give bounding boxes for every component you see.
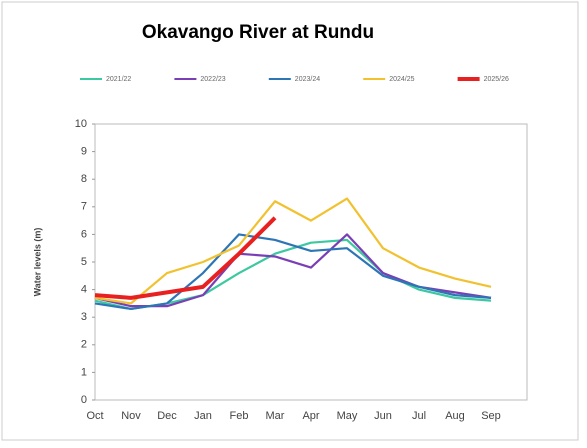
x-tick-label: Jul	[412, 410, 426, 422]
series-line	[94, 197, 492, 305]
x-tick-label: Nov	[121, 410, 141, 422]
legend-label: 2023/24	[295, 76, 320, 83]
x-tick-label: May	[337, 410, 358, 422]
y-tick-label: 9	[81, 146, 87, 158]
y-tick-label: 1	[81, 366, 87, 378]
x-tick-label: Dec	[157, 410, 177, 422]
y-axis-label: Water levels (m)	[32, 228, 42, 297]
legend-label: 2024/25	[389, 76, 414, 83]
y-tick-label: 5	[81, 256, 87, 268]
y-tick-label: 2	[81, 339, 87, 351]
x-tick-label: Aug	[445, 410, 465, 422]
x-tick-label: Oct	[86, 410, 103, 422]
legend-label: 2022/23	[200, 76, 225, 83]
series-line	[94, 216, 277, 300]
chart-title: Okavango River at Rundu	[142, 22, 374, 43]
x-tick-label: Feb	[230, 410, 249, 422]
legend-label: 2021/22	[106, 76, 131, 83]
x-tick-label: Sep	[481, 410, 501, 422]
y-tick-label: 10	[75, 118, 87, 130]
y-tick-label: 7	[81, 201, 87, 213]
x-tick-label: Jan	[194, 410, 212, 422]
x-tick-label: Apr	[302, 410, 319, 422]
frame	[1, 1, 579, 441]
series-line	[94, 233, 492, 311]
y-tick-label: 8	[81, 173, 87, 185]
y-tick-label: 4	[81, 284, 87, 296]
x-tick-label: Jun	[374, 410, 392, 422]
x-tick-label: Mar	[266, 410, 285, 422]
y-tick-label: 3	[81, 311, 87, 323]
legend-label: 2025/26	[484, 76, 509, 83]
y-tick-label: 6	[81, 228, 87, 240]
y-tick-label: 0	[81, 394, 87, 406]
